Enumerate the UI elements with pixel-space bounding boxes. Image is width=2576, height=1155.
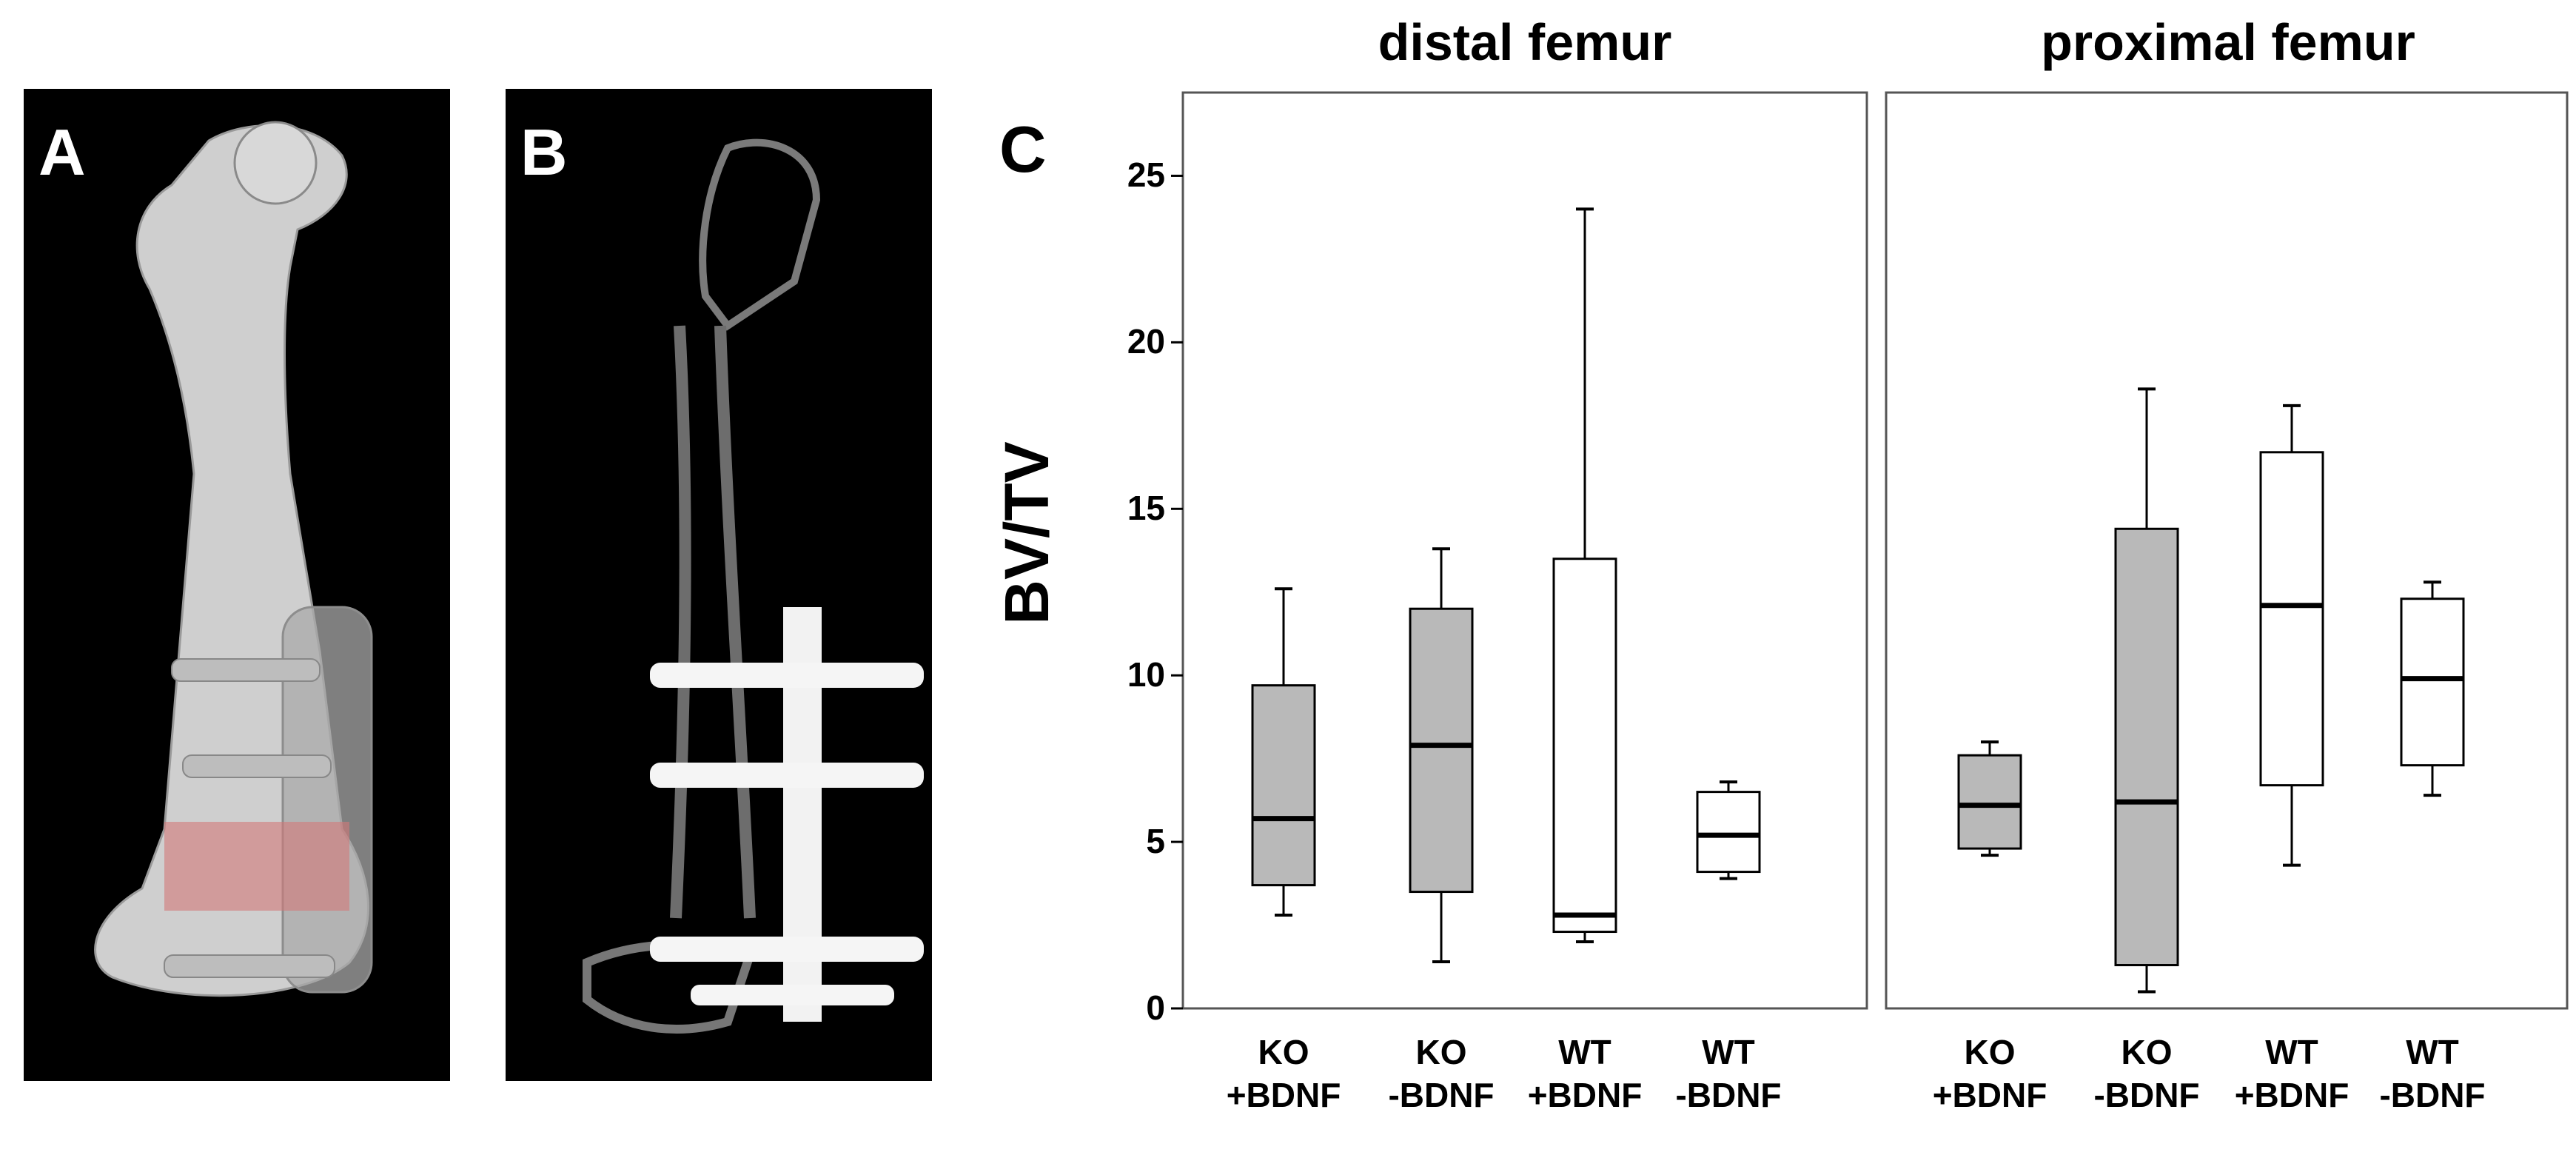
x-category-label: KO +BDNF (1202, 1031, 1365, 1116)
panel-a-letter: A (38, 116, 86, 189)
box-0-1-iqr-box (1409, 607, 1474, 894)
facet-title-distal-femur: distal femur (1378, 13, 1672, 71)
y-tick-label: 20 (1127, 322, 1165, 361)
x-category-label: KO -BDNF (1360, 1031, 1523, 1116)
x-category-label-line1: WT (2265, 1033, 2318, 1071)
x-category-label: WT -BDNF (1647, 1031, 1810, 1116)
facet-title-proximal-femur: proximal femur (2041, 13, 2415, 71)
box-1-3-iqr-box (2400, 597, 2465, 767)
y-tick-label: 0 (1146, 988, 1165, 1027)
x-category-label-line1: KO (1415, 1033, 1467, 1071)
panel-b-letter: B (520, 116, 568, 189)
box-0-3-iqr-box (1696, 791, 1761, 874)
x-category-label-line2: -BDNF (1675, 1076, 1782, 1114)
x-category-label: WT +BDNF (2210, 1031, 2373, 1116)
x-category-label-line1: WT (1558, 1033, 1611, 1071)
box-0-2-iqr-box (1552, 558, 1617, 934)
x-category-label: KO +BDNF (1908, 1031, 2071, 1116)
femur-rendering-image (94, 121, 373, 997)
box-1-2-iqr-box (2259, 451, 2324, 787)
x-category-label-line1: KO (1964, 1033, 2016, 1071)
x-category-label-line2: +BDNF (1932, 1076, 2047, 1114)
panel-c-letter: C (999, 113, 1047, 186)
x-category-label-line2: -BDNF (2093, 1076, 2200, 1114)
x-category-label-line1: KO (1258, 1033, 1309, 1071)
x-category-label-line2: -BDNF (2379, 1076, 2486, 1114)
ct-section-image (583, 138, 924, 1034)
facet-frame-0 (1181, 91, 1868, 1010)
x-category-label: KO -BDNF (2065, 1031, 2228, 1116)
facet-frame-1 (1885, 91, 2569, 1010)
box-1-0-iqr-box (1957, 754, 2022, 850)
x-category-label-line2: -BDNF (1388, 1076, 1495, 1114)
panel-a-ct-rendering: A (24, 89, 450, 1081)
x-category-label-line2: +BDNF (1527, 1076, 1643, 1114)
box-1-1-iqr-box (2114, 527, 2179, 967)
x-category-label-line2: +BDNF (1226, 1076, 1341, 1114)
box-0-0-iqr-box (1251, 684, 1316, 887)
x-category-label-line1: WT (2406, 1033, 2459, 1071)
x-category-label-line1: KO (2121, 1033, 2173, 1071)
y-tick-label: 10 (1127, 655, 1165, 694)
y-tick-label: 5 (1146, 822, 1165, 861)
x-category-label-line1: WT (1702, 1033, 1755, 1071)
panel-b-ct-section: B (506, 89, 932, 1081)
x-category-label: WT +BDNF (1503, 1031, 1666, 1116)
y-tick-label: 15 (1127, 489, 1165, 528)
x-category-label-line2: +BDNF (2234, 1076, 2349, 1114)
x-category-label: WT -BDNF (2351, 1031, 2514, 1116)
y-tick-label: 25 (1127, 155, 1165, 195)
